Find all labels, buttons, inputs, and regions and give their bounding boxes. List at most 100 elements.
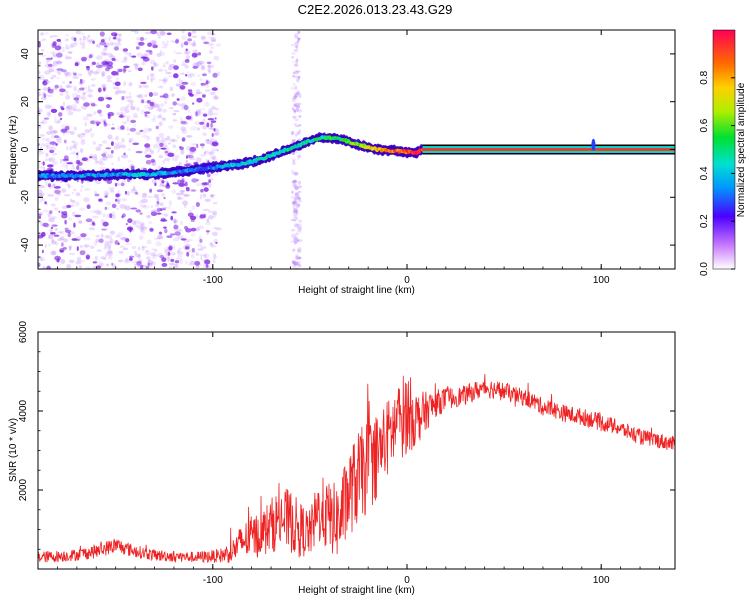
noise-point	[80, 148, 84, 153]
noise-point	[207, 138, 210, 144]
noise-point	[293, 70, 299, 75]
noise-point	[172, 101, 177, 106]
noise-point	[293, 211, 297, 214]
noise-point	[114, 182, 121, 186]
noise-point	[66, 50, 73, 54]
noise-point	[58, 210, 61, 213]
noise-point	[119, 114, 124, 118]
noise-point	[188, 39, 191, 44]
noise-point	[293, 217, 298, 221]
noise-point	[181, 35, 187, 40]
noise-point	[38, 200, 42, 204]
noise-point	[297, 223, 303, 226]
noise-point	[291, 181, 296, 184]
noise-point	[141, 222, 145, 228]
noise-point	[47, 112, 51, 118]
noise-point	[293, 179, 297, 182]
noise-point	[296, 45, 299, 50]
noise-point	[122, 48, 129, 52]
noise-point	[196, 143, 199, 149]
noise-point	[187, 89, 193, 92]
noise-point	[206, 231, 210, 235]
noise-point	[83, 244, 90, 248]
noise-point	[66, 183, 70, 186]
snr-plot-area	[38, 373, 675, 564]
noise-point	[115, 42, 122, 47]
noise-point	[72, 146, 76, 149]
noise-point	[66, 83, 71, 89]
noise-point	[170, 252, 176, 256]
noise-point	[213, 55, 220, 61]
snr-axes: -100 0 100 2000 4000 6000	[18, 320, 675, 586]
noise-point	[40, 32, 45, 36]
noise-point	[105, 97, 112, 100]
noise-point	[140, 227, 144, 232]
noise-point	[66, 204, 72, 209]
noise-point	[66, 105, 71, 109]
noise-point	[189, 215, 197, 220]
noise-point	[91, 61, 96, 65]
noise-point	[116, 197, 122, 201]
noise-point	[179, 85, 186, 90]
noise-point	[139, 204, 147, 208]
noise-point	[192, 43, 197, 47]
noise-point	[67, 111, 74, 116]
noise-point	[142, 192, 148, 196]
noise-point	[164, 100, 168, 105]
noise-point	[214, 95, 217, 99]
noise-point	[136, 106, 140, 112]
noise-point	[108, 36, 111, 42]
noise-point	[204, 89, 210, 92]
noise-point	[83, 91, 87, 95]
noise-point	[215, 131, 221, 136]
noise-point	[119, 245, 125, 248]
noise-point	[112, 262, 116, 267]
noise-point	[197, 60, 205, 65]
noise-point	[216, 71, 221, 76]
noise-point	[168, 125, 174, 129]
noise-point	[213, 226, 217, 229]
noise-point	[191, 233, 196, 237]
noise-point	[298, 264, 302, 267]
noise-point	[162, 208, 166, 211]
noise-point	[151, 42, 157, 46]
noise-point	[181, 63, 186, 66]
noise-point	[53, 60, 59, 65]
noise-point	[191, 205, 196, 210]
noise-point	[116, 112, 121, 116]
noise-point	[127, 70, 132, 73]
noise-point	[293, 207, 298, 212]
noise-point	[38, 61, 42, 65]
noise-point	[64, 219, 67, 225]
noise-point	[39, 134, 46, 137]
noise-point	[57, 70, 62, 76]
noise-point	[38, 91, 42, 97]
noise-point	[295, 59, 299, 64]
noise-point	[130, 106, 136, 111]
noise-point	[133, 124, 137, 127]
noise-point	[79, 37, 82, 43]
y-tick-label: 0	[20, 146, 31, 152]
noise-point	[51, 224, 58, 227]
noise-point	[69, 246, 72, 251]
noise-point	[165, 40, 170, 44]
noise-point	[101, 228, 107, 231]
noise-point	[213, 238, 219, 244]
noise-point	[293, 172, 299, 176]
noise-point	[195, 227, 200, 232]
noise-point	[198, 235, 202, 240]
noise-point	[150, 104, 154, 110]
noise-point	[141, 226, 148, 231]
noise-point	[69, 160, 73, 163]
noise-point	[180, 44, 184, 48]
noise-point	[152, 92, 159, 96]
noise-point	[185, 228, 192, 233]
noise-point	[211, 154, 216, 160]
noise-point	[81, 56, 87, 62]
noise-point	[39, 256, 44, 261]
noise-point	[292, 96, 296, 100]
noise-point	[88, 40, 91, 45]
x-tick-label: -100	[203, 575, 223, 586]
noise-point	[66, 56, 72, 60]
noise-point	[201, 146, 205, 149]
